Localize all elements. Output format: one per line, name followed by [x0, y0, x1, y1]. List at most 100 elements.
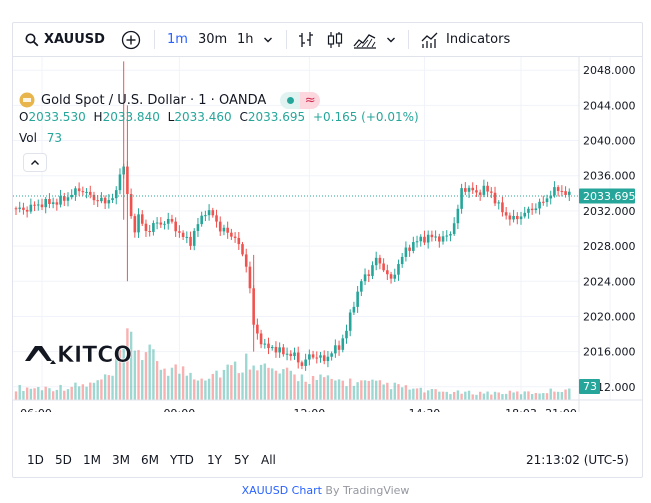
- candle-body: [133, 216, 137, 233]
- candle-body: [218, 221, 222, 232]
- volume-bar: [193, 379, 196, 400]
- candle-body: [66, 197, 70, 201]
- volume-bar: [430, 389, 434, 400]
- chart-pane[interactable]: 2048.000 2044.000 2040.000 2036.000 2032.000…: [13, 57, 642, 443]
- volume-bar: [222, 369, 226, 400]
- candle-body: [527, 208, 530, 213]
- price-tick-label: 2028.000: [583, 240, 636, 253]
- volume-bar: [278, 373, 281, 400]
- market-status-pill[interactable]: ≈: [280, 91, 321, 109]
- volume-bar: [549, 388, 552, 400]
- volume-bar: [456, 390, 460, 400]
- candle-body: [516, 215, 519, 220]
- candle-body: [393, 274, 397, 279]
- candle-body: [181, 232, 185, 237]
- candle-body: [464, 188, 467, 192]
- volume-bar: [196, 380, 200, 400]
- symbol-search[interactable]: XAUUSD: [25, 23, 105, 56]
- candle-body: [549, 195, 553, 199]
- candle-body: [36, 204, 40, 206]
- volume-bar: [33, 388, 36, 400]
- bars-style-button[interactable]: [296, 23, 316, 56]
- interval-1m-button[interactable]: 1m: [167, 32, 188, 47]
- price-tick-label: 2048.000: [583, 64, 636, 77]
- candle-body: [107, 200, 111, 204]
- range-1d-button[interactable]: 1D: [27, 453, 44, 467]
- volume-bar: [308, 383, 311, 400]
- chevron-down-icon: [387, 37, 395, 42]
- volume-bar: [252, 365, 255, 400]
- toolbar-divider: [408, 30, 409, 49]
- range-3m-button[interactable]: 3M: [112, 453, 130, 467]
- candle-body: [530, 208, 534, 211]
- candle-body: [200, 215, 203, 225]
- volume-bar: [55, 389, 59, 400]
- candle-body: [319, 355, 322, 358]
- candle-body: [334, 345, 337, 354]
- volume-bar: [445, 391, 448, 400]
- range-ytd-button[interactable]: YTD: [170, 453, 194, 467]
- candle-body: [553, 187, 556, 196]
- volume-bar: [330, 378, 333, 400]
- price-tick-label: 2032.000: [583, 205, 636, 218]
- volume-bar: [319, 374, 322, 400]
- candle-body: [237, 237, 241, 245]
- volume-bar: [408, 389, 411, 400]
- volume-bar: [464, 391, 467, 400]
- volume-bar: [271, 368, 274, 400]
- range-1m-button[interactable]: 1M: [83, 453, 101, 467]
- chart-widget: XAUUSD 1m 30m 1h Indicators: [12, 22, 643, 478]
- volume-bar: [386, 382, 389, 400]
- volume-bar: [449, 394, 452, 400]
- volume-bar: [215, 370, 218, 400]
- candle-body: [189, 236, 192, 246]
- area-style-button[interactable]: [353, 23, 377, 56]
- range-5d-button[interactable]: 5D: [55, 453, 72, 467]
- candle-body: [59, 196, 62, 205]
- range-5y-button[interactable]: 5Y: [234, 453, 249, 467]
- volume-bar: [382, 384, 385, 400]
- attribution-link[interactable]: XAUUSD Chart: [241, 484, 322, 497]
- range-all-button[interactable]: All: [261, 453, 276, 467]
- range-1y-button[interactable]: 1Y: [207, 453, 222, 467]
- candle-body: [256, 324, 259, 334]
- volume-bar: [40, 390, 44, 400]
- volume-bar: [423, 392, 426, 400]
- interval-dropdown[interactable]: [263, 23, 273, 56]
- interval-30m-button[interactable]: 30m: [198, 32, 228, 47]
- volume-bar: [478, 391, 482, 400]
- volume-bar: [519, 394, 523, 400]
- interval-1h-button[interactable]: 1h: [237, 32, 254, 47]
- candle-body: [308, 354, 311, 360]
- candles-style-button[interactable]: [325, 23, 345, 56]
- range-6m-button[interactable]: 6M: [141, 453, 159, 467]
- candle-body: [159, 222, 163, 225]
- candle-body: [452, 223, 456, 235]
- open-value: 2033.530: [28, 110, 86, 124]
- collapse-legend-button[interactable]: [23, 153, 47, 172]
- price-tick-label: 2024.000: [583, 275, 636, 288]
- candle-body: [114, 190, 118, 199]
- candle-body: [556, 187, 560, 191]
- top-toolbar: XAUUSD 1m 30m 1h Indicators: [13, 23, 642, 57]
- volume-bar: [263, 363, 266, 400]
- candle-body: [192, 230, 196, 246]
- timezone-clock[interactable]: 21:13:02 (UTC-5): [526, 453, 629, 467]
- volume-bar: [475, 394, 478, 400]
- volume-bar: [219, 377, 222, 400]
- price-tick-label: 2020.000: [583, 310, 636, 323]
- candle-body: [233, 236, 237, 238]
- volume-bar: [538, 393, 541, 400]
- candle-body: [163, 223, 166, 225]
- candle-body: [371, 265, 374, 276]
- indicators-button[interactable]: Indicators: [420, 23, 510, 56]
- candle-body: [322, 355, 326, 362]
- close-value: 2033.695: [247, 110, 306, 124]
- candle-body: [430, 234, 434, 238]
- price-candles: [14, 61, 571, 371]
- volume-bar: [118, 349, 122, 400]
- compare-symbol-button[interactable]: [121, 23, 141, 56]
- last-price-badge-text: 2033.695: [583, 190, 636, 203]
- volume-bar: [345, 386, 348, 400]
- chart-type-dropdown[interactable]: [386, 23, 396, 56]
